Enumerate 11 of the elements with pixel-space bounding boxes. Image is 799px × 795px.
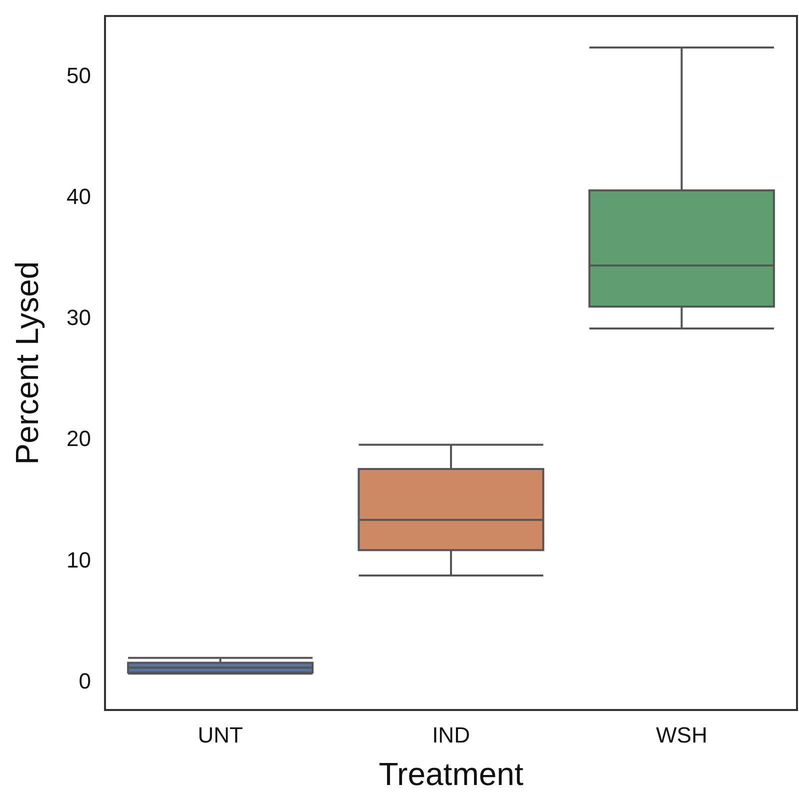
- y-axis-title: Percent Lysed: [9, 261, 45, 465]
- y-tick-label: 0: [78, 668, 91, 694]
- y-tick-label: 10: [66, 547, 91, 572]
- x-tick-label: UNT: [198, 722, 243, 748]
- y-tick-label: 50: [66, 62, 91, 88]
- y-tick-label: 40: [66, 184, 91, 209]
- x-tick-label: WSH: [656, 722, 708, 748]
- y-tick-label: 30: [66, 305, 91, 330]
- x-axis-title: Treatment: [378, 756, 524, 792]
- x-tick-label: IND: [432, 722, 470, 748]
- y-tick-label: 20: [66, 426, 91, 452]
